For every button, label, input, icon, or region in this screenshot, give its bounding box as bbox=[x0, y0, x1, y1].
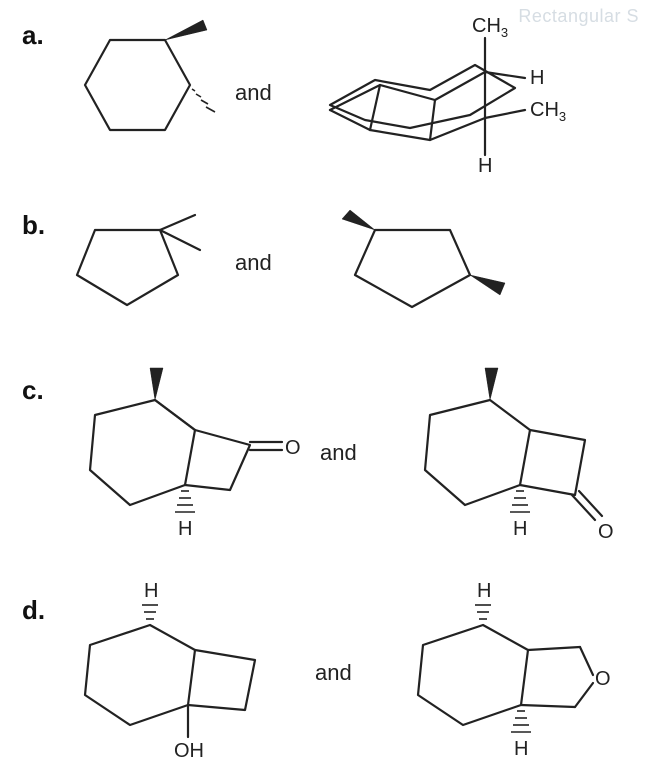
label-b: b. bbox=[22, 210, 45, 241]
svg-text:H: H bbox=[144, 580, 158, 602]
and-a: and bbox=[235, 80, 272, 106]
svg-text:H: H bbox=[513, 518, 527, 540]
svg-text:O: O bbox=[595, 668, 611, 690]
structure-b-left bbox=[55, 205, 215, 325]
svg-text:H: H bbox=[178, 518, 192, 540]
row-a: a. and CH3 H CH bbox=[0, 10, 647, 180]
svg-text:H: H bbox=[477, 580, 491, 602]
structure-a-left bbox=[55, 10, 225, 170]
svg-text:O: O bbox=[285, 437, 300, 459]
and-d: and bbox=[315, 660, 352, 686]
structure-c-right: H O bbox=[400, 360, 630, 555]
row-c: c. H O and bbox=[0, 360, 647, 560]
svg-text:O: O bbox=[598, 521, 614, 543]
structure-b-right bbox=[320, 205, 520, 325]
row-d: d. H OH and O H bbox=[0, 575, 647, 770]
label-c: c. bbox=[22, 375, 44, 406]
structure-d-right: O H H bbox=[395, 575, 630, 770]
structure-d-left: H OH bbox=[60, 575, 290, 765]
label-d: d. bbox=[22, 595, 45, 626]
svg-text:H: H bbox=[514, 738, 528, 760]
and-c: and bbox=[320, 440, 357, 466]
row-b: b. and bbox=[0, 205, 647, 345]
svg-text:OH: OH bbox=[174, 740, 204, 762]
label-a: a. bbox=[22, 20, 44, 51]
structure-c-left: H O bbox=[60, 360, 300, 550]
mask-a bbox=[310, 10, 570, 180]
and-b: and bbox=[235, 250, 272, 276]
